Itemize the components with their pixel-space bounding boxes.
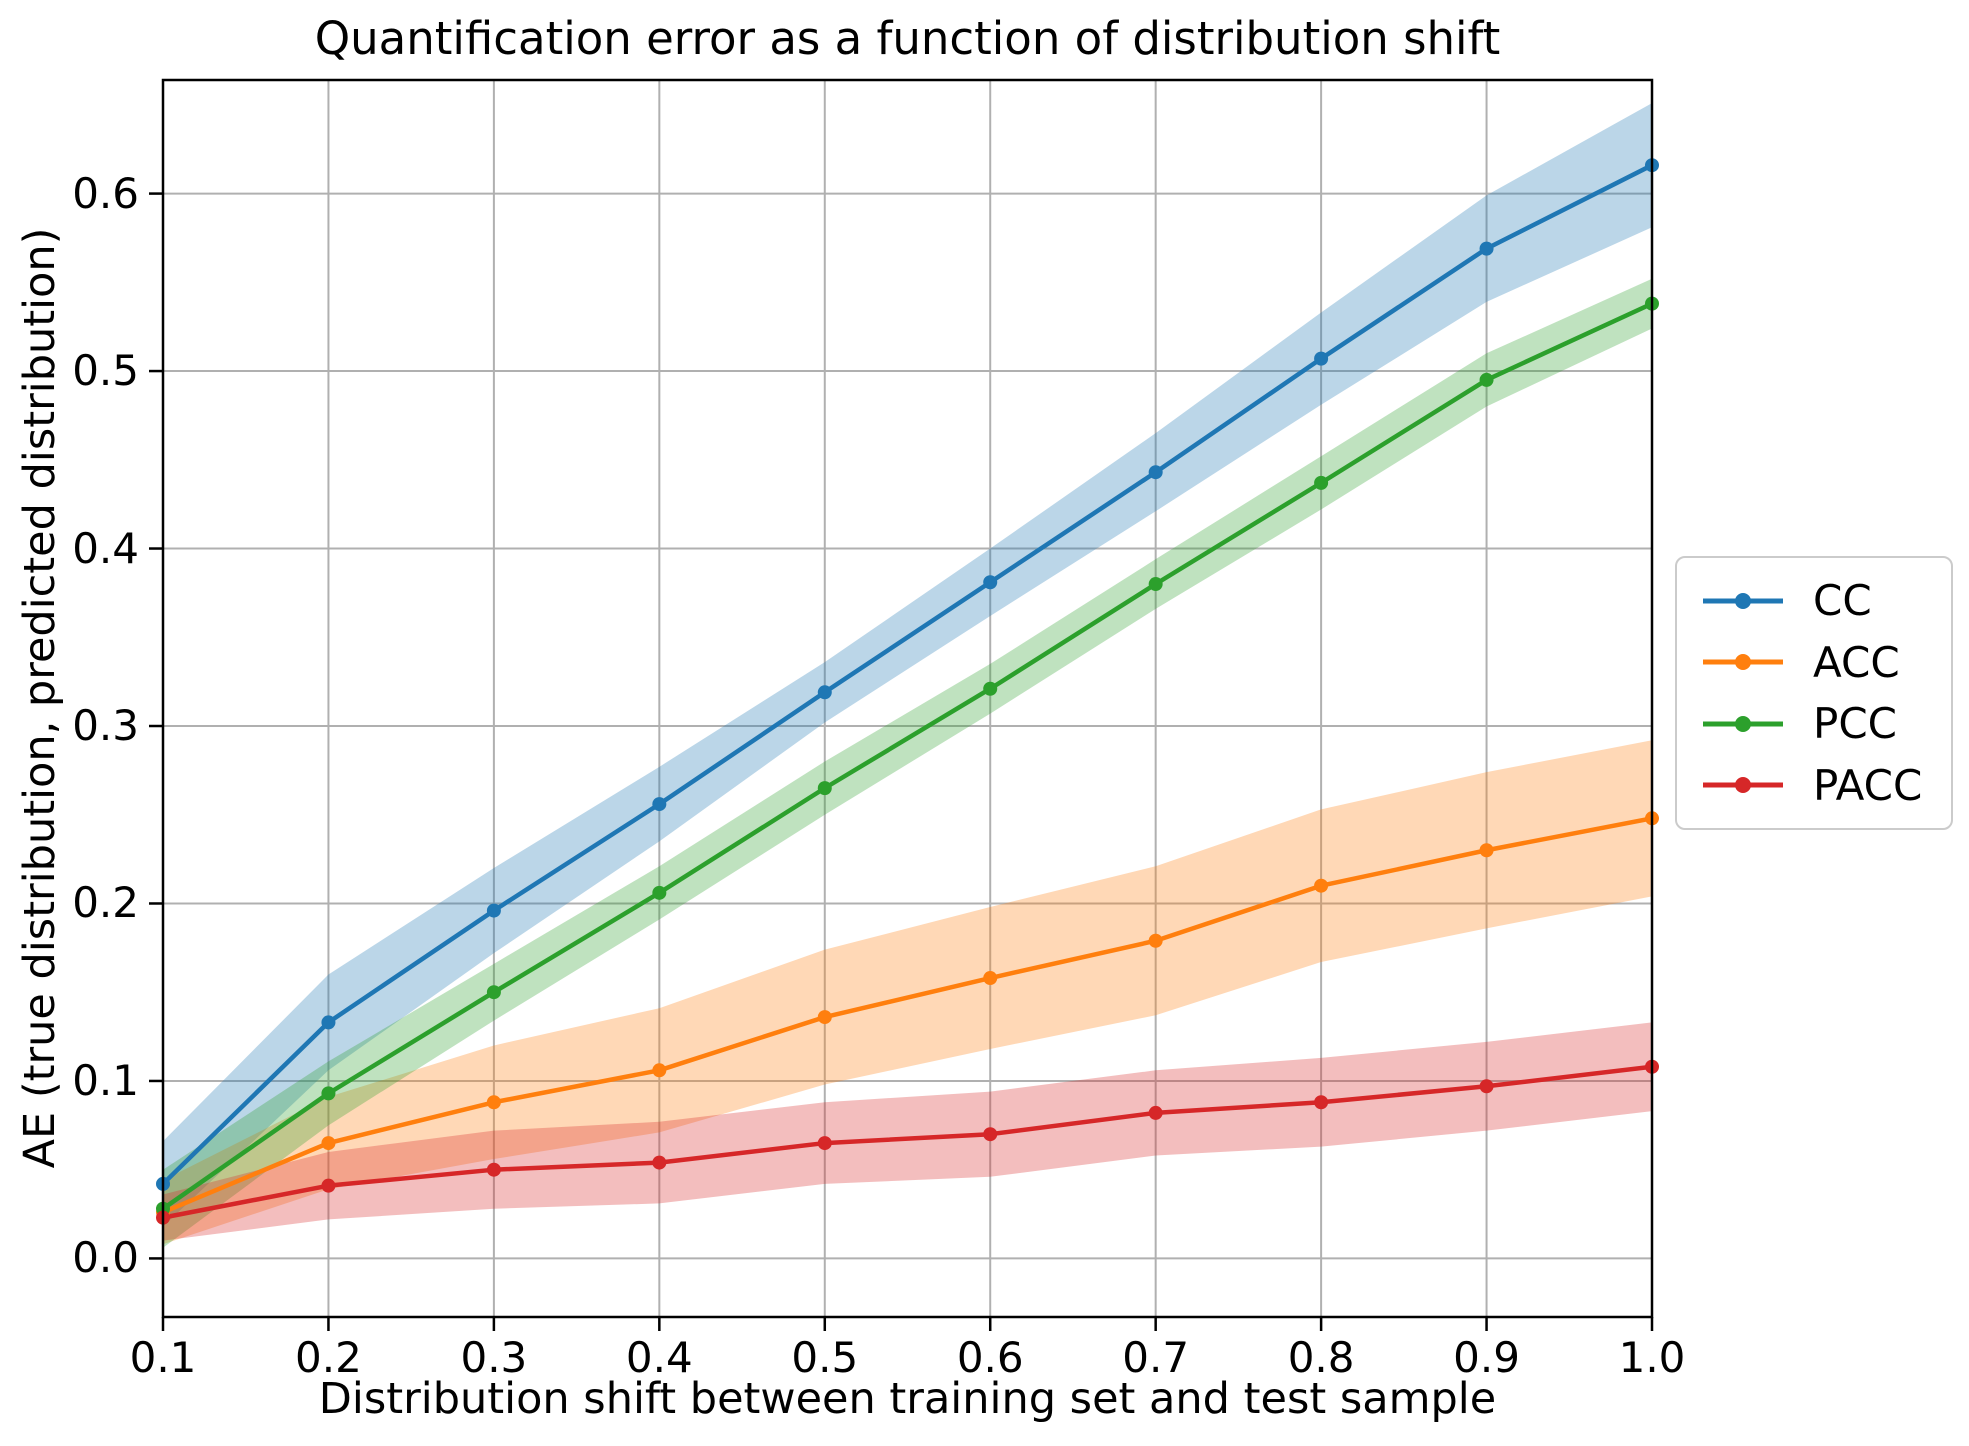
legend-line-marker-pacc: [1703, 777, 1783, 794]
marker-acc-0.9: [1479, 843, 1494, 858]
y-tick-label-0.1: 0.1: [72, 1055, 139, 1105]
marker-pacc-0.6: [983, 1127, 998, 1142]
marker-pcc-0.8: [1314, 475, 1329, 490]
legend-swatch-dot-cc: [1735, 592, 1751, 609]
x-tick-label-1.0: 1.0: [1618, 1333, 1686, 1382]
band-cc: [163, 103, 1652, 1227]
band-acc: [163, 740, 1652, 1245]
marker-acc-0.4: [652, 1063, 667, 1078]
marker-pacc-0.5: [817, 1136, 832, 1151]
x-tick-label-0.5: 0.5: [791, 1333, 859, 1382]
legend-entry-acc: ACC: [1701, 638, 1927, 687]
marker-pacc-0.4: [652, 1155, 667, 1170]
line-pcc: [160, 301, 1655, 1211]
band-pacc: [163, 1022, 1652, 1241]
legend-line-marker-cc: [1703, 592, 1783, 609]
legend-line-marker-pcc: [1703, 715, 1783, 732]
y-tick-label-0.4: 0.4: [72, 523, 139, 573]
marker-acc-0.3: [486, 1095, 501, 1110]
legend-entry-pcc: PCC: [1701, 699, 1927, 748]
marker-pacc-0.8: [1314, 1095, 1329, 1110]
x-tick-label-0.6: 0.6: [956, 1333, 1024, 1382]
x-tick-label-0.1: 0.1: [129, 1333, 197, 1382]
legend-swatch-dot-pacc: [1735, 777, 1751, 794]
y-tick-label-0.2: 0.2: [72, 878, 139, 928]
band-pcc: [163, 278, 1652, 1248]
legend-label-cc: CC: [1813, 576, 1872, 626]
x-tick-label-0.4: 0.4: [625, 1333, 693, 1382]
marker-pacc-0.3: [486, 1162, 501, 1177]
marker-cc-0.5: [817, 685, 832, 700]
x-tick-label-0.2: 0.2: [295, 1333, 362, 1382]
chart-title: Quantification error as a function of di…: [314, 12, 1501, 65]
legend-label-pcc: PCC: [1813, 699, 1897, 749]
x-tick-label-0.7: 0.7: [1122, 1333, 1190, 1382]
marker-acc-0.6: [983, 971, 998, 986]
marker-acc-0.5: [817, 1010, 832, 1025]
x-tick-label-0.9: 0.9: [1453, 1333, 1520, 1382]
marker-cc-0.4: [652, 797, 667, 812]
marker-cc-0.2: [321, 1015, 336, 1030]
marker-pacc-0.9: [1479, 1079, 1494, 1094]
legend-entry-cc: CC: [1701, 576, 1927, 625]
marker-cc-0.3: [486, 903, 501, 918]
y-axis-label: AE (true distribution, predicted distrib…: [15, 227, 65, 1169]
legend-label-pacc: PACC: [1813, 760, 1923, 810]
axes-spines: [161, 78, 1654, 1319]
marker-pacc-0.7: [1148, 1105, 1163, 1120]
marker-cc-0.8: [1314, 351, 1329, 366]
marker-pcc-0.4: [652, 885, 667, 900]
y-tick-label-0.0: 0.0: [72, 1233, 139, 1283]
line-acc: [160, 816, 1655, 1215]
marker-cc-0.9: [1479, 241, 1494, 256]
y-tick-label-0.6: 0.6: [72, 168, 139, 218]
x-tick-label-0.8: 0.8: [1287, 1333, 1355, 1382]
marker-cc-0.7: [1148, 465, 1163, 480]
marker-pcc-0.2: [321, 1086, 336, 1101]
y-tick-label-0.3: 0.3: [72, 701, 139, 750]
legend-label-acc: ACC: [1813, 637, 1900, 687]
legend-entry-pacc: PACC: [1701, 761, 1927, 810]
marker-pcc-0.9: [1479, 372, 1494, 387]
marker-acc-0.7: [1148, 933, 1163, 948]
x-axis-label: Distribution shift between training set …: [318, 1374, 1497, 1424]
y-tick-label-0.5: 0.5: [72, 346, 139, 396]
legend-swatch-dot-pcc: [1735, 715, 1751, 732]
marker-pcc-0.3: [486, 985, 501, 1000]
line-cc: [160, 162, 1655, 1187]
legend-swatch-dot-acc: [1735, 654, 1751, 671]
x-tick-label-0.3: 0.3: [460, 1333, 528, 1382]
marker-cc-0.6: [983, 575, 998, 590]
marker-pacc-0.2: [321, 1178, 336, 1193]
marker-pcc-0.7: [1148, 577, 1163, 592]
line-pacc: [160, 1064, 1655, 1220]
legend-line-marker-acc: [1703, 654, 1783, 671]
marker-pcc-0.6: [983, 681, 998, 696]
marker-acc-0.2: [321, 1136, 336, 1151]
marker-acc-0.8: [1314, 878, 1329, 893]
legend: CC ACC PCC PACC: [1675, 556, 1953, 830]
marker-pcc-0.5: [817, 781, 832, 796]
